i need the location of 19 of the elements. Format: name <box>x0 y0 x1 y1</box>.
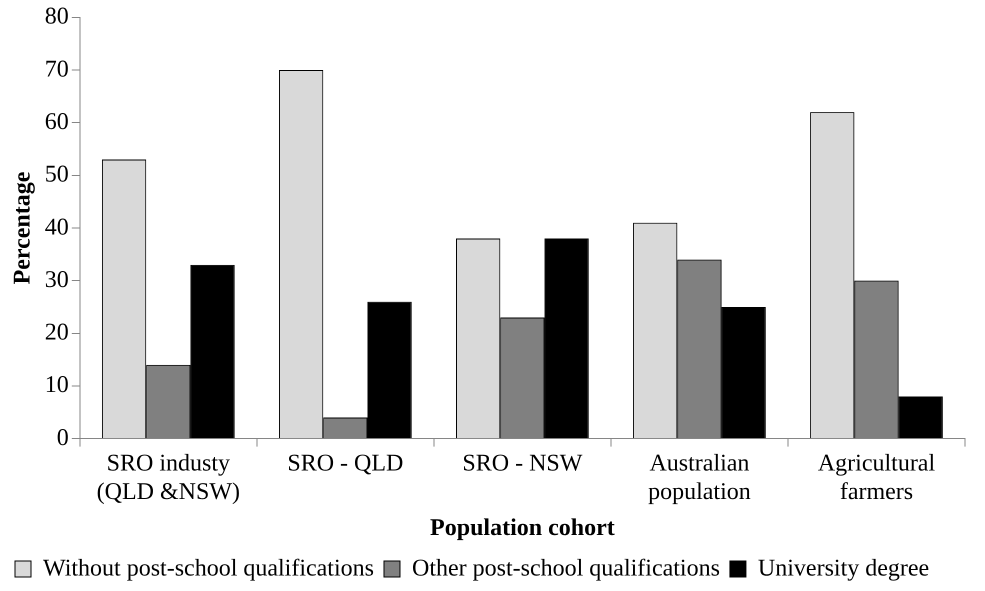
y-tick-label: 30 <box>44 266 69 293</box>
x-tick-label: Australian population <box>648 450 751 506</box>
y-tick-label: 60 <box>44 108 69 135</box>
y-tick-label: 20 <box>44 320 69 346</box>
legend-label: Without post-school qualifications <box>43 555 374 582</box>
x-tick-label: SRO - NSW <box>462 450 583 476</box>
y-tick-label: 50 <box>44 162 69 188</box>
y-axis-title: Percentage <box>10 171 36 284</box>
legend-label: Other post-school qualifications <box>412 555 720 582</box>
y-tick-label: 80 <box>44 4 69 30</box>
legend-label: University degree <box>758 555 930 582</box>
y-tick-label: 40 <box>44 214 69 240</box>
y-tick-label: 0 <box>56 424 69 451</box>
x-axis-title: Population cohort <box>430 514 615 541</box>
x-tick-label: Agricultural farmers <box>818 450 936 506</box>
x-tick-label: SRO industy (QLD &NSW) <box>96 450 240 506</box>
y-tick-label: 10 <box>44 372 69 398</box>
x-tick-label: SRO - QLD <box>287 450 404 476</box>
y-tick-label: 70 <box>44 56 69 82</box>
